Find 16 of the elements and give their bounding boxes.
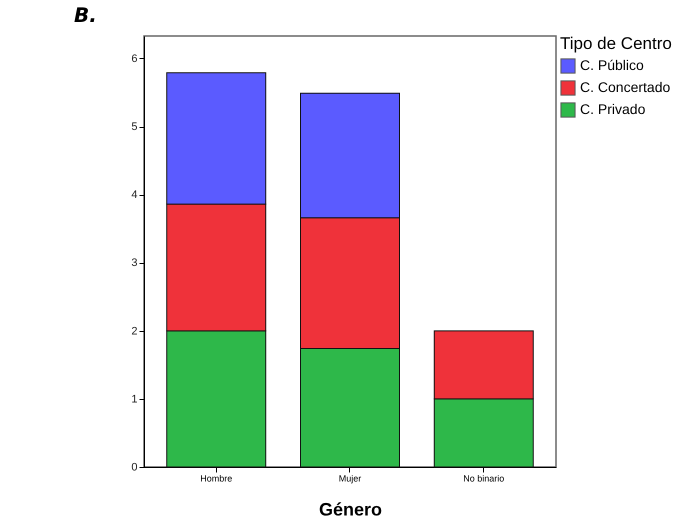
- y-tick-label: 6: [131, 52, 138, 65]
- x-tick-label: No binario: [463, 474, 504, 484]
- y-tick-label: 3: [131, 257, 138, 270]
- x-axis-title: Género: [318, 500, 382, 520]
- y-tick-label: 1: [131, 393, 138, 406]
- legend-label: C. Privado: [580, 101, 646, 117]
- x-tick-label: Mujer: [338, 474, 362, 484]
- legend-title: Tipo de Centro: [560, 34, 672, 53]
- y-tick-label: 2: [131, 325, 138, 338]
- chart-title: B.: [74, 3, 97, 27]
- legend-label: C. Concertado: [580, 79, 670, 95]
- y-tick-label: 4: [131, 189, 138, 202]
- legend-label: C. Público: [580, 57, 644, 73]
- y-tick-label: 0: [131, 462, 138, 474]
- y-tick-label: 5: [131, 121, 138, 134]
- x-tick-label: Hombre: [200, 474, 232, 484]
